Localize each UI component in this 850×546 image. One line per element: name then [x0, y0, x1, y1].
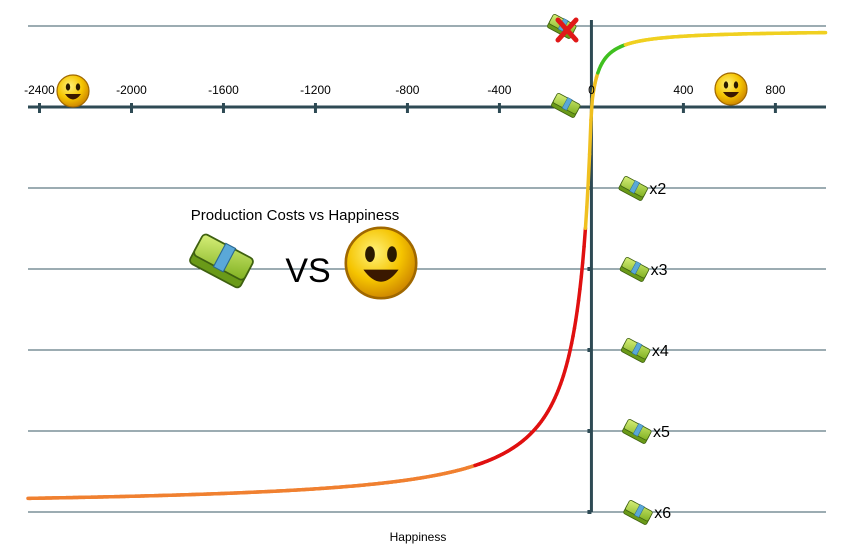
y-tick-mark	[587, 267, 592, 271]
multiplier-item: x4	[620, 337, 669, 364]
money-stack-icon	[617, 175, 649, 202]
multiplier-item: x6	[622, 499, 671, 526]
curve-segment	[585, 181, 590, 209]
y-tick-mark	[587, 348, 592, 352]
multiplier-label: x4	[652, 343, 669, 360]
x-tick-label: -1200	[300, 83, 331, 97]
multiplier-label: x5	[653, 424, 670, 441]
y-tick-mark	[587, 429, 592, 433]
axes	[28, 20, 826, 514]
x-tick-label: -800	[395, 83, 419, 97]
money-stack-icon	[620, 337, 651, 364]
multiplier-item: x5	[621, 418, 670, 445]
x-tick-label: -2400	[24, 83, 55, 97]
curve-segment	[578, 274, 584, 291]
money-stack-icon	[621, 418, 653, 445]
y-tick-mark	[587, 510, 592, 514]
money-stack-crossed	[546, 13, 579, 43]
multiplier-item: x3	[618, 256, 668, 283]
multiplier-label: x6	[654, 505, 671, 522]
curve-segment	[582, 226, 588, 249]
smiley-icon	[344, 226, 418, 300]
money-stack-icon	[550, 92, 582, 119]
chart-title: Production Costs vs Happiness	[191, 207, 399, 224]
multiplier-label: x2	[649, 181, 666, 198]
x-tick-labels: -2400 -2000 -1600 -1200 -800 -400 0 400 800	[24, 83, 786, 97]
multiplier-item: x2	[617, 175, 666, 202]
money-stack-icon	[622, 499, 654, 526]
curve-segment	[576, 287, 582, 303]
multiplier-label: x3	[651, 262, 668, 279]
vs-text: VS	[285, 252, 330, 290]
curve-segment	[583, 205, 589, 230]
money-stack-icon	[618, 256, 650, 283]
curve-segment	[587, 118, 593, 156]
x-tick-label: 800	[765, 83, 785, 97]
x-axis-label: Happiness	[390, 530, 447, 544]
curve	[26, 30, 828, 501]
cross-icon	[555, 17, 579, 43]
smiley-icon	[56, 74, 90, 108]
x-tick-label: -1600	[208, 83, 239, 97]
curve-segment	[579, 260, 585, 279]
x-tick-label: -400	[487, 83, 511, 97]
curve-segment	[580, 244, 586, 265]
grid	[28, 25, 826, 513]
x-tick-label: -2000	[116, 83, 147, 97]
smiley-icon	[714, 72, 748, 106]
multiplier-labels: x2 x3 x4 x5 x6	[617, 175, 671, 526]
curve-segment	[589, 97, 595, 122]
x-tick-label: 0	[588, 83, 595, 97]
curve-segment	[586, 152, 592, 185]
money-stack-icon	[187, 232, 256, 290]
x-tick-label: 400	[673, 83, 693, 97]
